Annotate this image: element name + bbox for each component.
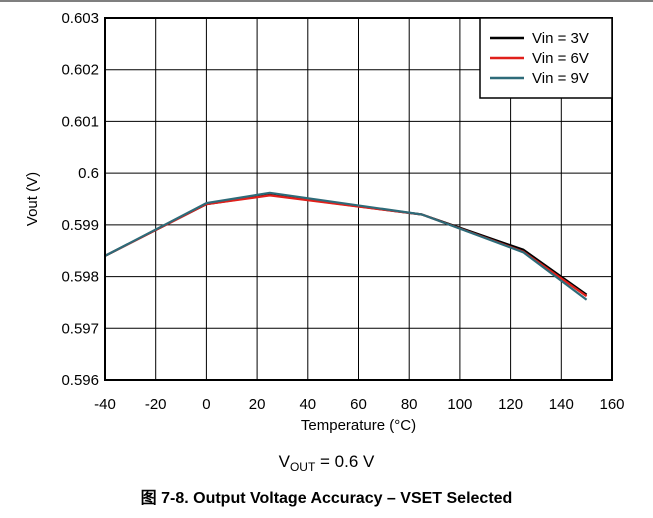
x-tick-label: 40 (299, 396, 316, 413)
subtitle-prefix: V (278, 452, 290, 471)
x-tick-label: 60 (350, 396, 367, 413)
x-tick-label: 120 (498, 396, 523, 413)
y-tick-label: 0.603 (61, 10, 99, 27)
x-tick-label: 160 (599, 396, 624, 413)
y-tick-label: 0.598 (61, 269, 99, 286)
y-tick-label: 0.602 (61, 62, 99, 79)
subtitle-suffix: = 0.6 V (315, 452, 375, 471)
y-tick-label: 0.599 (61, 217, 99, 234)
y-tick-label: 0.601 (61, 113, 99, 130)
plot-frame (104, 17, 613, 381)
x-tick-label: 140 (549, 396, 574, 413)
x-axis-label: Temperature (°C) (301, 417, 416, 434)
x-tick-label: 0 (202, 396, 210, 413)
series-line (104, 191, 588, 301)
y-tick-labels: 0.596 0.597 0.598 0.599 0.6 0.601 0.602 0.603 (61, 10, 99, 389)
legend-label: Vin = 9V (532, 70, 589, 87)
figure-caption: 图 7-8. Output Voltage Accuracy – VSET Se… (140, 490, 513, 507)
x-tick-label: 20 (249, 396, 266, 413)
series-line (104, 193, 588, 296)
legend-label: Vin = 6V (532, 50, 589, 67)
x-tick-label: -40 (94, 396, 116, 413)
x-tick-label: 80 (401, 396, 418, 413)
y-axis-label: Vout (V) (24, 172, 41, 226)
top-rule (0, 0, 653, 2)
y-tick-label: 0.597 (61, 320, 99, 337)
chart-subtitle: VOUT = 0.6 V (0, 452, 653, 474)
series-lines (104, 191, 588, 301)
legend: Vin = 3V Vin = 6V Vin = 9V (479, 17, 613, 99)
line-chart: 0.596 0.597 0.598 0.599 0.6 0.601 0.602 0.603 -… (24, 10, 625, 434)
legend-label: Vin = 3V (532, 30, 589, 47)
x-tick-labels: -40 -20 0 20 40 60 80 100 120 140 160 (94, 396, 624, 413)
x-tick-label: -20 (145, 396, 167, 413)
y-tick-label: 0.596 (61, 372, 99, 389)
x-tick-label: 100 (447, 396, 472, 413)
y-tick-label: 0.6 (78, 165, 99, 182)
subtitle-subscript: OUT (289, 460, 316, 474)
